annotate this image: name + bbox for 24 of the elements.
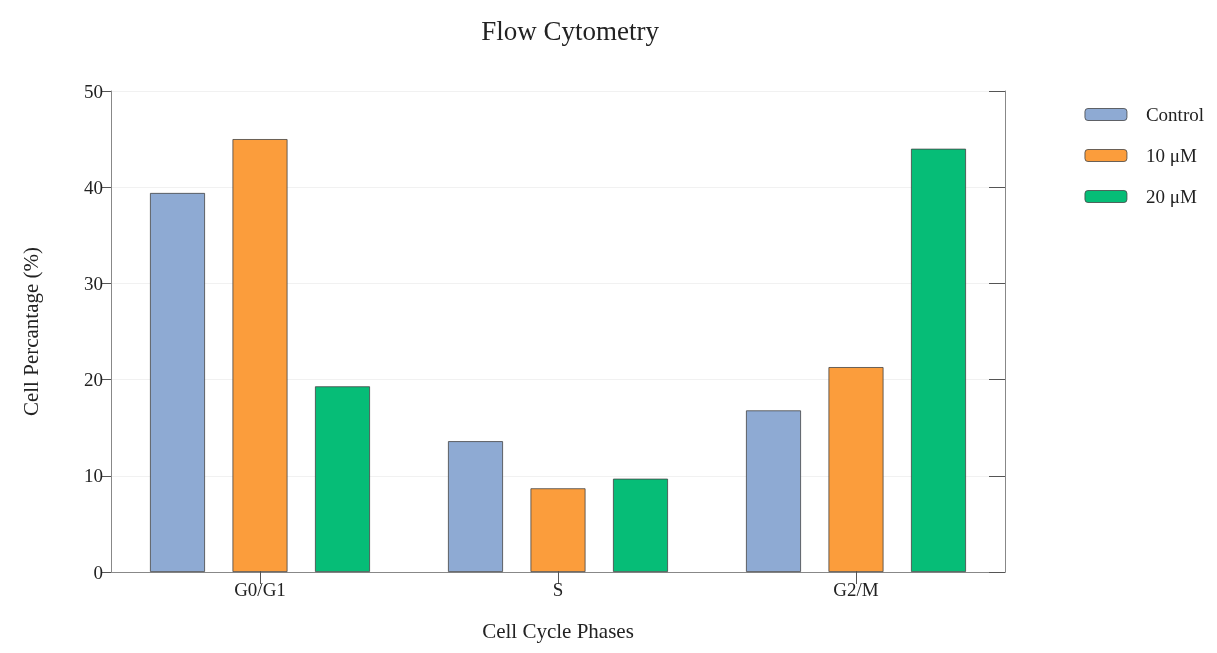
bar bbox=[232, 139, 288, 572]
y-tick-label: 30 bbox=[84, 272, 103, 294]
bar bbox=[828, 367, 884, 572]
bar bbox=[911, 148, 966, 572]
bar bbox=[746, 410, 801, 572]
x-tick-label: G2/M bbox=[833, 579, 879, 600]
chart-title: Flow Cytometry bbox=[481, 15, 660, 46]
legend-label: Control bbox=[1145, 104, 1204, 125]
bar bbox=[530, 488, 586, 572]
x-tick-label: G0/G1 bbox=[234, 579, 286, 600]
x-axis-title: Cell Cycle Phases bbox=[482, 618, 634, 643]
y-tick-label: 0 bbox=[93, 561, 103, 583]
bar bbox=[150, 192, 205, 572]
y-tick-label: 50 bbox=[84, 80, 103, 102]
bar bbox=[448, 441, 503, 572]
bar bbox=[613, 478, 668, 572]
legend-label: 10 μM bbox=[1145, 145, 1197, 166]
legend-label: 20 μM bbox=[1145, 186, 1197, 207]
x-tick-label: S bbox=[552, 579, 564, 600]
y-tick-label: 10 bbox=[84, 465, 103, 487]
y-axis-title: Cell Percantage (%) bbox=[18, 246, 43, 417]
y-tick-label: 20 bbox=[84, 369, 103, 391]
bar bbox=[315, 386, 370, 572]
y-tick-label: 40 bbox=[84, 176, 103, 198]
